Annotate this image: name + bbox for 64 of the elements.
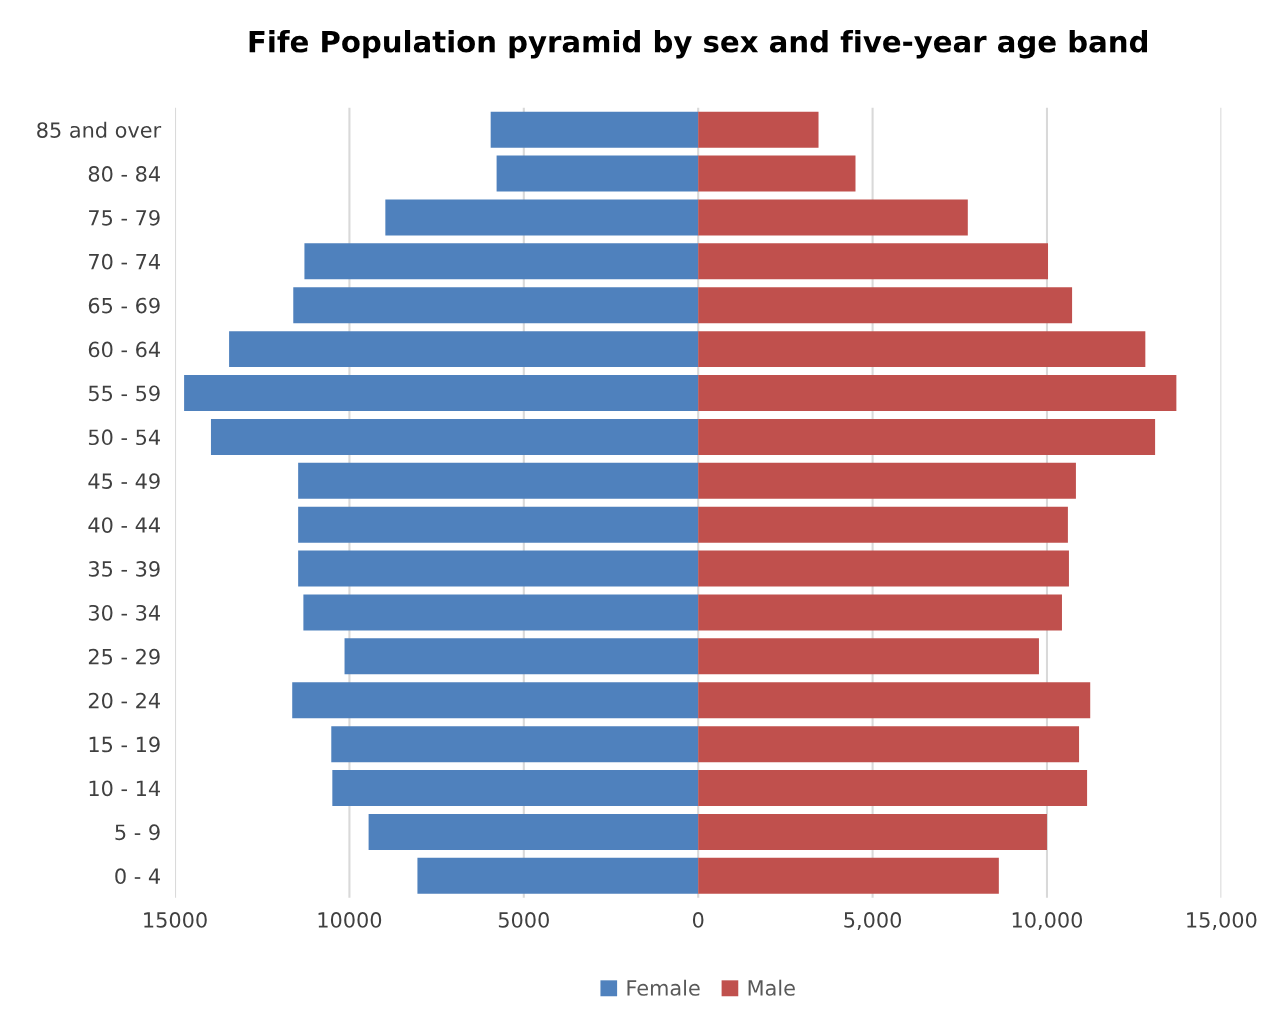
bar bbox=[698, 418, 1156, 455]
bar bbox=[698, 638, 1039, 675]
y-tick-label: 70 - 74 bbox=[89, 253, 160, 270]
bar bbox=[698, 243, 1049, 280]
bar bbox=[344, 638, 699, 675]
bar bbox=[496, 155, 699, 192]
bar bbox=[698, 155, 856, 192]
bar bbox=[698, 287, 1073, 324]
bar bbox=[698, 506, 1068, 543]
y-tick-label: 85 and over bbox=[37, 121, 162, 138]
y-tick-label: 45 - 49 bbox=[88, 473, 160, 490]
x-tick-label: 5,000 bbox=[844, 912, 902, 930]
x-tick-label: 15000 bbox=[144, 912, 207, 928]
y-tick-label: 65 - 69 bbox=[88, 297, 160, 314]
bar bbox=[698, 111, 819, 148]
y-tick-label: 75 - 79 bbox=[89, 209, 160, 226]
x-tick-label: 15,000 bbox=[1187, 912, 1257, 930]
y-tick-label: 10 - 14 bbox=[89, 780, 160, 797]
bar bbox=[698, 770, 1088, 807]
bar bbox=[490, 111, 699, 148]
y-tick-label: 15 - 19 bbox=[89, 736, 160, 753]
y-tick-label: 20 - 24 bbox=[88, 692, 160, 709]
x-tick-label: 10000 bbox=[318, 912, 382, 928]
y-tick-label: 30 - 34 bbox=[88, 604, 160, 621]
chart-title: Fife Population pyramid by sex and five-year age band bbox=[249, 30, 1147, 59]
y-tick-label: 25 - 29 bbox=[88, 648, 160, 665]
bar bbox=[698, 857, 999, 894]
x-tick-label: 0 bbox=[692, 912, 704, 928]
bar bbox=[698, 726, 1080, 763]
bar bbox=[210, 418, 699, 455]
y-tick-label: 55 - 59 bbox=[88, 385, 160, 402]
y-tick-label: 0 - 4 bbox=[115, 868, 160, 885]
y-tick-label: 5 - 9 bbox=[115, 824, 160, 841]
y-tick-label: 50 - 54 bbox=[88, 429, 160, 446]
bar bbox=[698, 813, 1047, 850]
bar bbox=[698, 682, 1091, 719]
bar bbox=[698, 462, 1076, 499]
y-tick-label: 60 - 64 bbox=[88, 341, 160, 358]
y-tick-label: 35 - 39 bbox=[88, 561, 160, 577]
y-tick-label: 80 - 84 bbox=[88, 166, 160, 182]
bar bbox=[385, 199, 699, 236]
bar bbox=[298, 550, 699, 587]
bar bbox=[184, 375, 699, 412]
bar bbox=[698, 331, 1146, 368]
bar bbox=[303, 594, 699, 631]
x-tick-label: 10,000 bbox=[1012, 912, 1083, 930]
bar bbox=[698, 375, 1177, 412]
bar bbox=[292, 682, 699, 719]
bar bbox=[368, 813, 699, 850]
bar bbox=[293, 287, 699, 324]
bar bbox=[698, 594, 1062, 631]
bar bbox=[331, 726, 699, 763]
bar bbox=[332, 770, 699, 807]
bar bbox=[304, 243, 699, 280]
x-tick-label: 5000 bbox=[498, 912, 549, 928]
legend-label: Female bbox=[627, 979, 700, 996]
bar bbox=[698, 550, 1069, 587]
bar bbox=[229, 331, 699, 368]
bar bbox=[417, 857, 699, 894]
y-tick-label: 40 - 44 bbox=[88, 517, 160, 533]
legend-label: Male bbox=[748, 979, 795, 996]
bar bbox=[298, 506, 699, 543]
bar bbox=[298, 462, 699, 499]
bar bbox=[698, 199, 968, 236]
